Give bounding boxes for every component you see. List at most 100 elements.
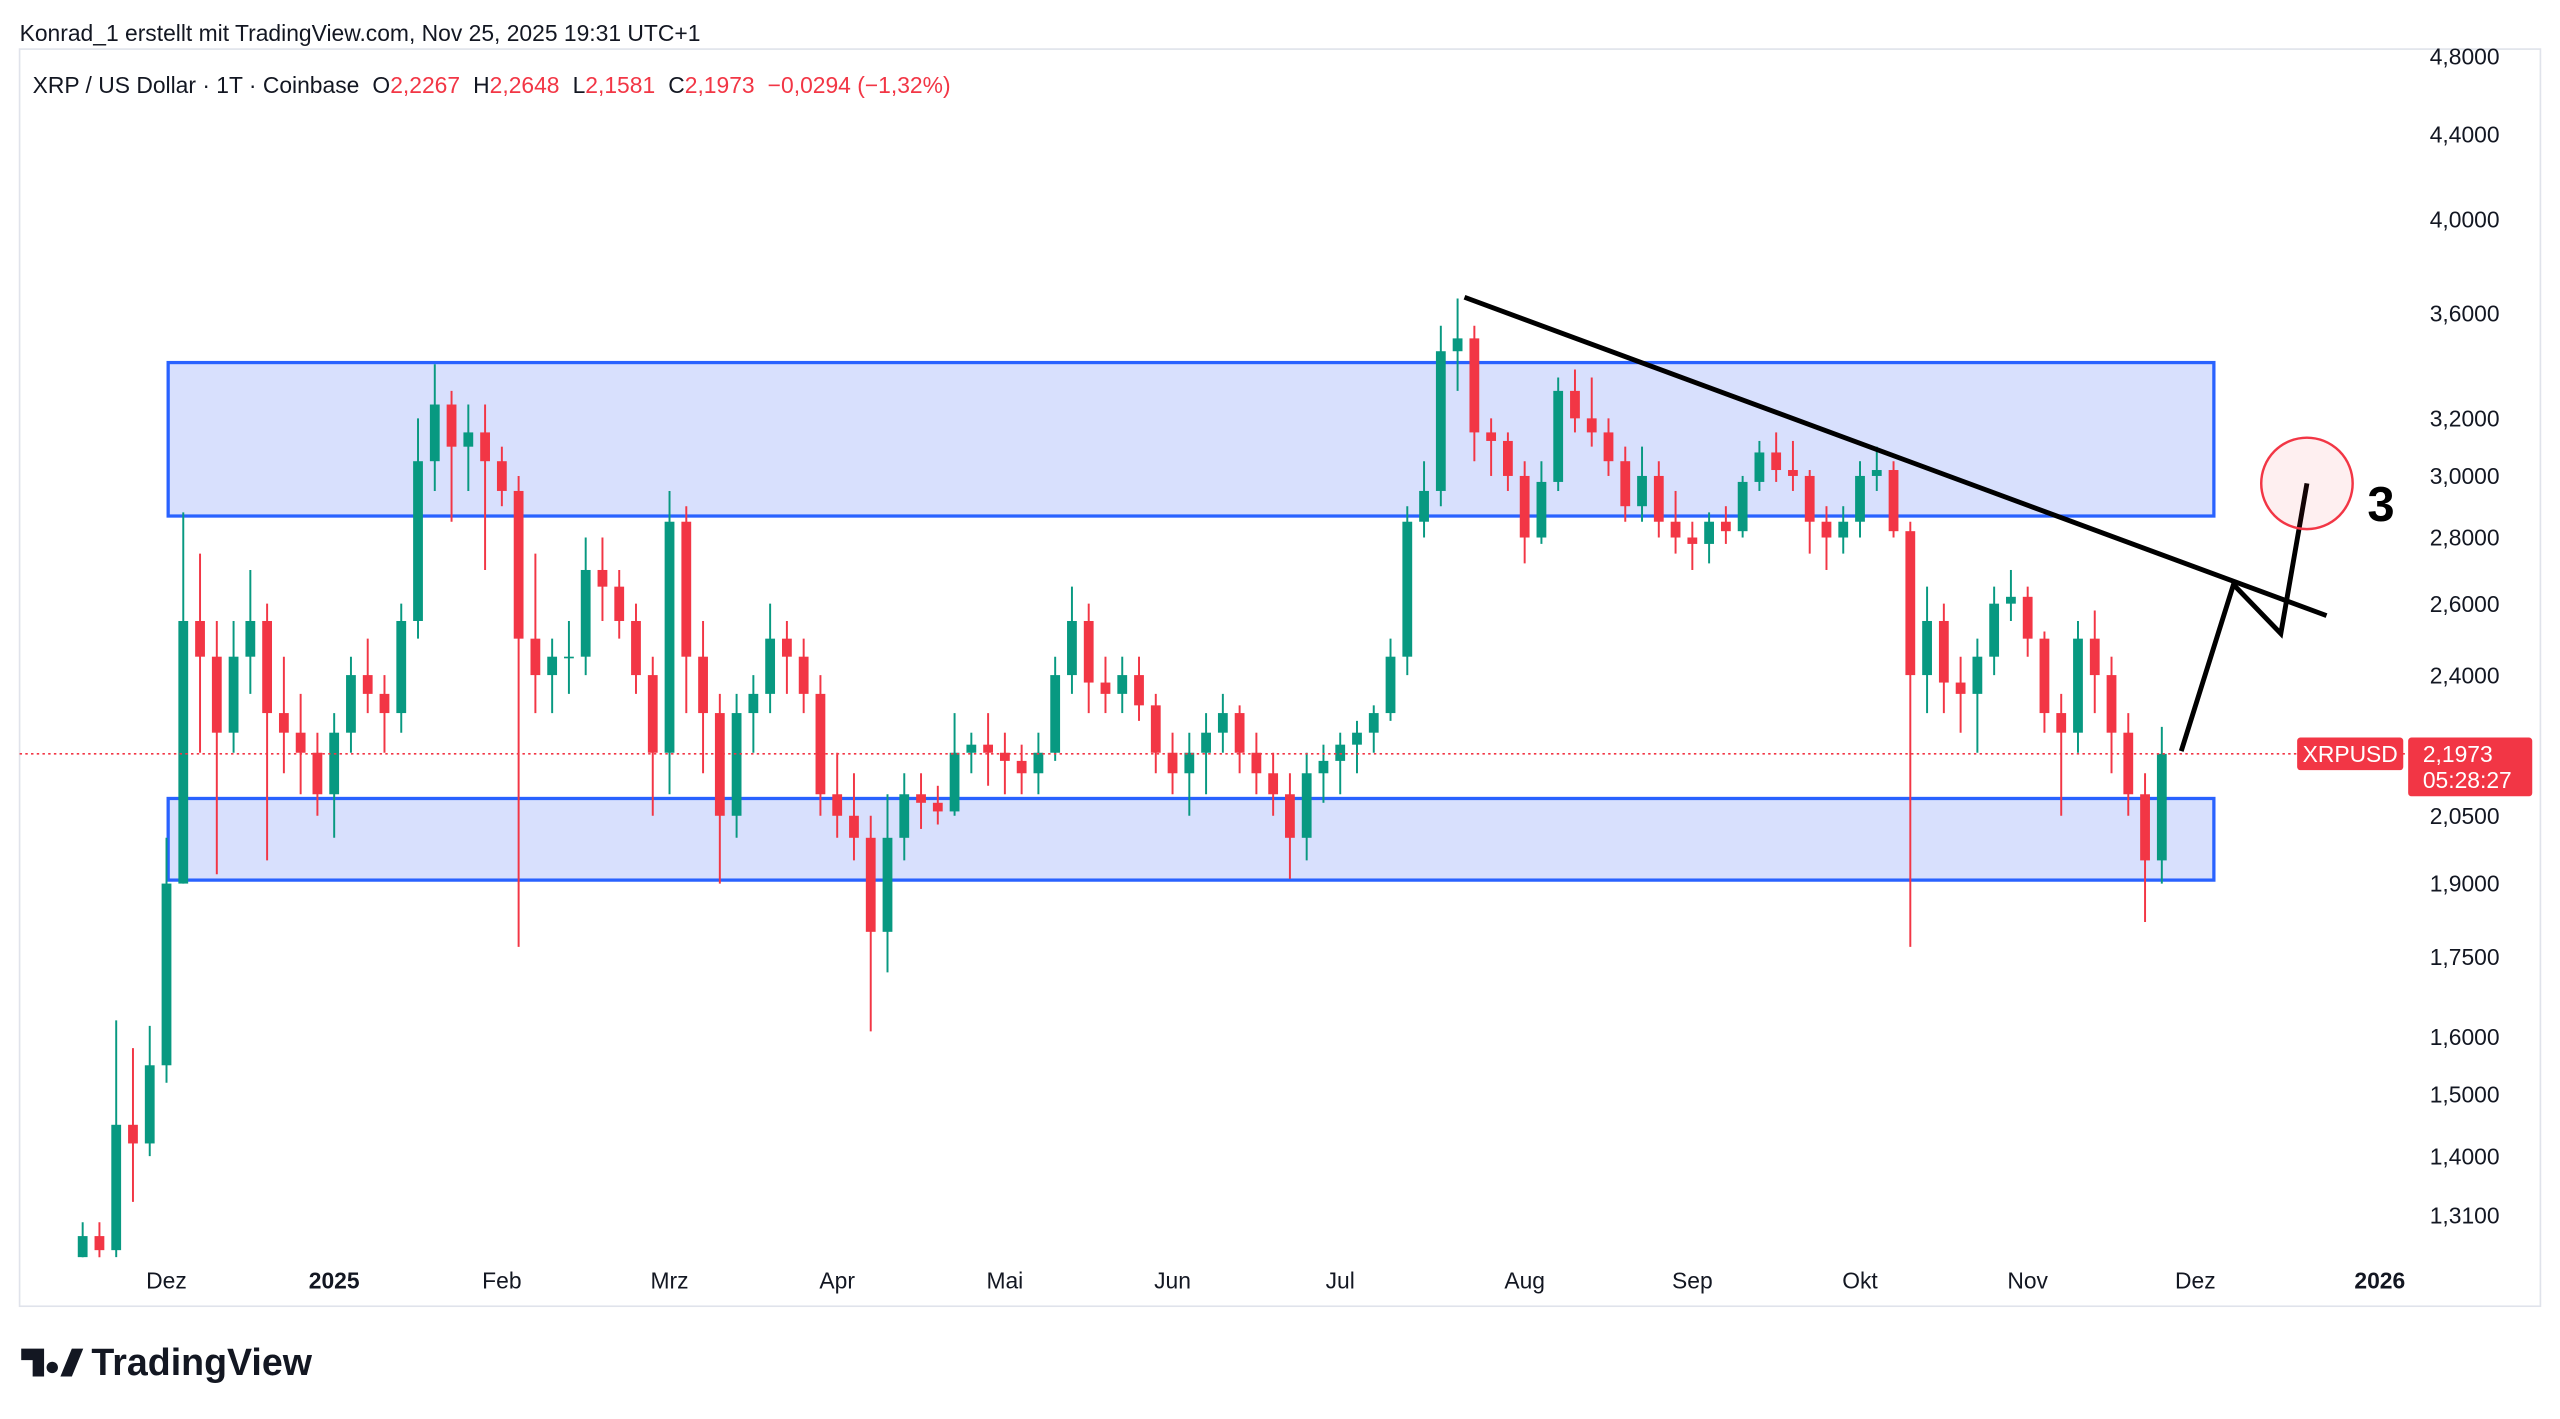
candle-body <box>1788 470 1798 476</box>
candle-body <box>664 521 675 753</box>
candle-body <box>647 675 658 753</box>
candle-body <box>1033 752 1044 774</box>
candle-body <box>1670 521 1681 538</box>
candle-body <box>999 752 1010 761</box>
candle-body <box>1100 682 1111 694</box>
candle-body <box>580 569 591 657</box>
y-tick-label: 4,8000 <box>2430 44 2500 70</box>
candle-body <box>882 837 893 932</box>
price-symbol-box <box>2297 737 2404 771</box>
candle-body <box>765 638 776 694</box>
candle-body <box>1184 752 1195 774</box>
x-tick-label: Jul <box>1326 1267 1355 1293</box>
y-tick-label: 2,8000 <box>2430 525 2500 551</box>
candle-body <box>228 656 239 733</box>
candle-body <box>564 656 574 659</box>
candle-body <box>329 732 340 795</box>
candle-body <box>245 620 256 657</box>
candle-body <box>1570 390 1580 419</box>
candle-body <box>2156 753 2167 861</box>
candle-body <box>614 586 625 621</box>
candle-body <box>496 461 507 491</box>
candle-body <box>849 815 859 838</box>
candle-body <box>731 713 742 816</box>
candle-body <box>178 620 189 884</box>
candle-body <box>1536 481 1547 538</box>
candle-body <box>1083 620 1094 683</box>
candle-body <box>2073 638 2083 733</box>
candle-body <box>1318 760 1329 774</box>
candle-body <box>195 620 205 657</box>
candle-body <box>413 461 423 621</box>
candle-body <box>211 656 222 733</box>
candle-body <box>278 713 289 733</box>
y-tick-label: 3,0000 <box>2430 463 2500 489</box>
candle-body <box>1469 338 1480 433</box>
logo-icon <box>21 1348 84 1377</box>
legend-label: C <box>668 72 685 98</box>
candle-body <box>865 837 876 932</box>
y-tick-label: 3,2000 <box>2430 406 2500 432</box>
candle-body <box>262 620 273 714</box>
candle-body <box>815 693 826 795</box>
y-tick-label: 1,9000 <box>2430 871 2500 897</box>
candle-body <box>2140 794 2150 861</box>
x-tick-label: Mrz <box>650 1267 688 1293</box>
chart-frame <box>18 48 2542 1308</box>
y-tick-label: 1,4000 <box>2430 1143 2500 1169</box>
candle-body <box>1687 537 1698 544</box>
candle-body <box>1435 351 1446 491</box>
logo: TradingView <box>21 1341 313 1383</box>
candle-body <box>1720 521 1731 532</box>
candle-body <box>1134 675 1144 706</box>
candle-body <box>1653 475 1664 522</box>
x-tick-label: Jun <box>1154 1267 1191 1293</box>
target-circle <box>2260 436 2354 531</box>
x-tick-label: Dez <box>146 1267 187 1293</box>
price-value: 2,1973 <box>2423 741 2493 767</box>
y-tick-label: 1,6000 <box>2430 1024 2500 1050</box>
price-countdown: 05:28:27 <box>2423 767 2512 793</box>
candle-body <box>1989 603 2000 657</box>
legend-label: L <box>573 72 586 98</box>
annotation: 3 <box>2367 478 2394 532</box>
candle-body <box>379 693 390 714</box>
candle-body <box>932 802 943 812</box>
candle-body <box>1335 744 1346 761</box>
candle-body <box>111 1124 122 1251</box>
y-tick-label: 1,3100 <box>2430 1203 2500 1229</box>
x-tick-label: Nov <box>2007 1267 2048 1293</box>
candle-body <box>1905 531 1916 676</box>
candle-body <box>2123 732 2134 795</box>
trend-line <box>1463 294 2328 618</box>
candle-body <box>1519 475 1530 538</box>
candle-body <box>1603 432 1614 462</box>
candle-body <box>916 794 926 803</box>
legend-label: H <box>473 72 490 98</box>
candle-body <box>698 656 708 714</box>
legend-value: 2,1973 <box>685 72 755 98</box>
candle-body <box>1586 418 1597 433</box>
candle-body <box>798 656 809 694</box>
candle-body <box>1268 773 1279 795</box>
candle-body <box>2006 596 2016 604</box>
legend: XRP / US Dollar · 1T · Coinbase O2,2267 H2… <box>33 72 951 98</box>
price-symbol: XRPUSD <box>2303 741 2398 767</box>
candle-body <box>1871 470 1882 476</box>
candle-body <box>1067 620 1077 676</box>
candle-body <box>1804 475 1815 522</box>
y-tick-label: 2,6000 <box>2430 591 2500 617</box>
y-tick-label: 1,5000 <box>2430 1082 2500 1108</box>
candle-body <box>128 1124 138 1144</box>
candle-body <box>1452 338 1463 352</box>
candle-body <box>782 638 792 657</box>
candle-body <box>1620 461 1631 507</box>
candle-body <box>1855 475 1865 522</box>
y-tick-label: 1,7500 <box>2430 944 2500 970</box>
candle-body <box>1553 390 1564 482</box>
support-zone <box>166 796 2216 882</box>
x-tick-label: Mai <box>986 1267 1023 1293</box>
candle-body <box>463 432 474 447</box>
